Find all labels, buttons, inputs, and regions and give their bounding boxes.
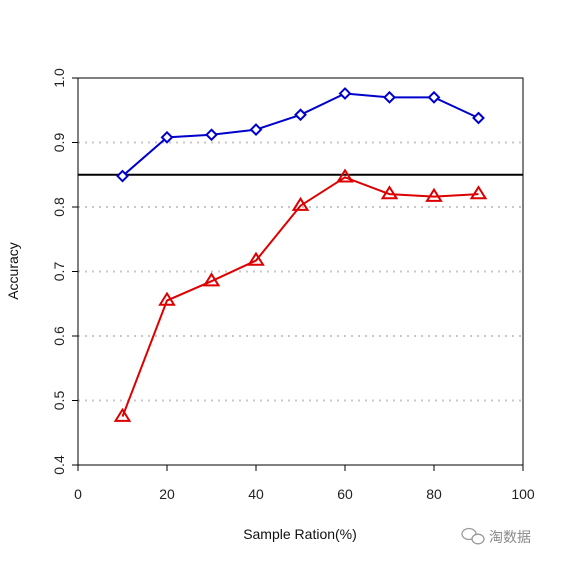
- grid-lines: [78, 141, 523, 402]
- y-tick-label: 0.4: [51, 455, 67, 475]
- triangle-marker: [247, 251, 265, 266]
- triangle-marker: [469, 185, 488, 200]
- watermark: 淘数据: [461, 527, 531, 546]
- x-axis-title: Sample Ration(%): [243, 526, 357, 542]
- y-axis: 0.4 0.5 0.6 0.7 0.8 0.9 1.0: [51, 68, 78, 475]
- series-2: [113, 168, 488, 422]
- x-tick-label: 80: [426, 486, 442, 502]
- triangle-marker: [158, 291, 176, 306]
- x-tick-label: 40: [248, 486, 264, 502]
- diamond-marker: [160, 130, 174, 144]
- y-tick-label: 0.6: [51, 326, 67, 346]
- y-tick-label: 0.5: [51, 391, 67, 411]
- y-axis-title: Accuracy: [5, 242, 21, 300]
- diamond-marker: [249, 123, 263, 137]
- diamond-marker: [338, 87, 352, 100]
- diamond-marker: [427, 90, 441, 104]
- series-line: [121, 176, 479, 417]
- x-axis: 0 20 40 60 80 100: [74, 465, 535, 502]
- watermark-text: 淘数据: [489, 530, 531, 546]
- x-tick-label: 60: [337, 486, 353, 502]
- wechat-icon: [461, 527, 485, 545]
- triangle-marker: [380, 185, 399, 200]
- triangle-marker: [202, 272, 221, 287]
- triangle-marker: [113, 407, 132, 422]
- y-tick-label: 0.7: [51, 262, 67, 282]
- series-group: [113, 87, 488, 422]
- triangle-marker: [291, 196, 310, 211]
- triangle-marker: [425, 187, 443, 202]
- diamond-marker: [294, 108, 307, 122]
- x-tick-label: 0: [74, 486, 82, 502]
- x-tick-label: 100: [511, 486, 535, 502]
- diamond-marker: [472, 111, 485, 125]
- diamond-marker: [383, 90, 396, 104]
- y-tick-label: 0.8: [51, 197, 67, 217]
- y-tick-label: 1.0: [51, 68, 67, 88]
- diamond-marker: [116, 169, 129, 183]
- series-line: [121, 92, 479, 177]
- y-tick-label: 0.9: [51, 133, 67, 153]
- series-1: [116, 87, 485, 183]
- diamond-marker: [205, 128, 218, 142]
- triangle-marker: [336, 168, 354, 183]
- x-tick-label: 20: [159, 486, 175, 502]
